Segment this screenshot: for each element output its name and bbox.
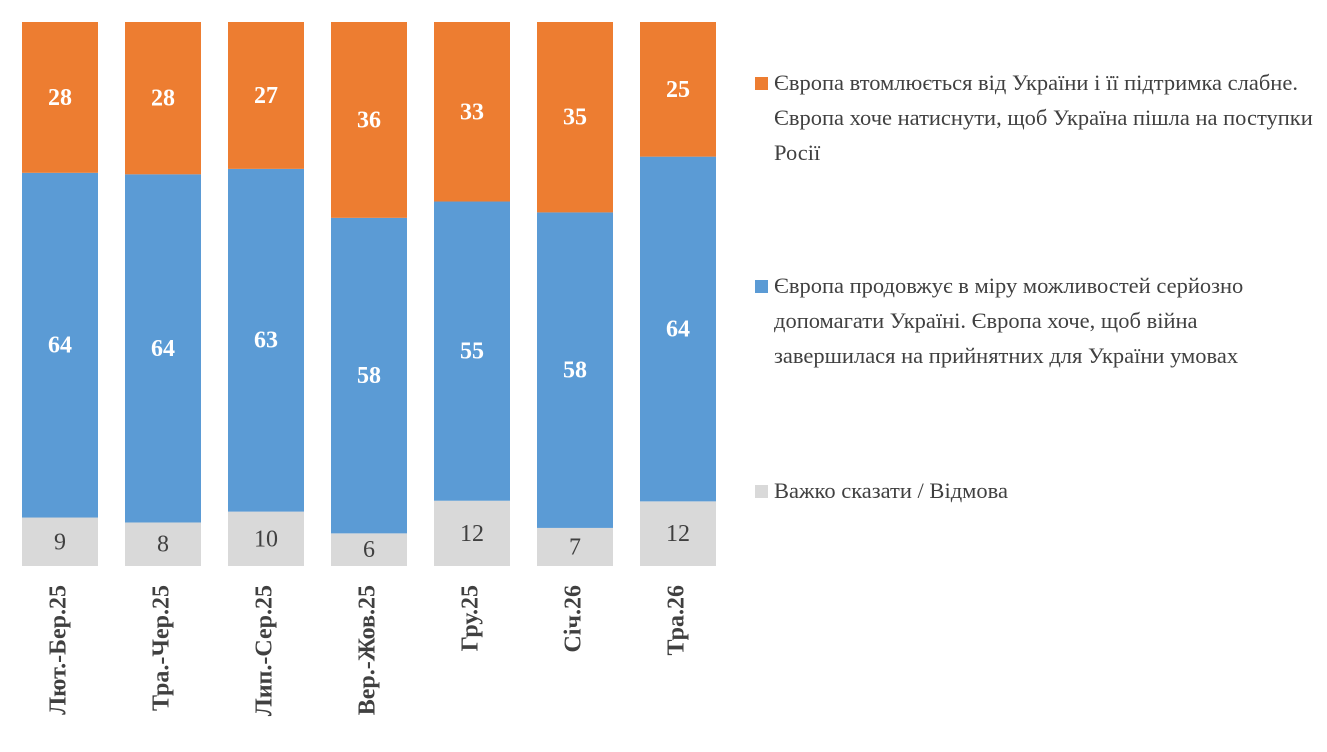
- legend-swatch: [755, 77, 768, 90]
- bar-segment: [434, 201, 510, 501]
- data-label: 6: [363, 537, 375, 563]
- x-tick-label: Лип.-Сер.25: [252, 585, 278, 716]
- bar-segment: [537, 22, 613, 213]
- legend-item: Європа втомлюється від України і її підт…: [755, 65, 1320, 170]
- bar-segment: [22, 172, 98, 518]
- x-tick-label: Гру.25: [458, 585, 484, 651]
- bar-segment: [640, 156, 716, 502]
- legend-item: Європа продовжує в міру можливостей серй…: [755, 268, 1320, 373]
- bar-segment: [22, 22, 98, 173]
- x-tick-label: Тра.-Чер.25: [149, 585, 175, 711]
- bar-segment: [434, 22, 510, 202]
- bar-segment: [22, 517, 98, 566]
- data-label: 7: [569, 534, 581, 560]
- bar-segment: [537, 212, 613, 528]
- data-label: 33: [460, 99, 484, 125]
- bar-segment: [331, 22, 407, 218]
- data-label: 64: [48, 333, 72, 359]
- legend-swatch: [755, 280, 768, 293]
- data-label: 25: [666, 77, 690, 103]
- bar-segment: [640, 22, 716, 157]
- bar-segment: [640, 501, 716, 566]
- bar-segment: [331, 533, 407, 566]
- data-label: 28: [151, 86, 175, 112]
- data-label: 64: [666, 317, 690, 343]
- legend-item: Важко сказати / Відмова: [755, 473, 1320, 508]
- data-label: 8: [157, 532, 169, 558]
- bar-segment: [434, 500, 510, 566]
- bar-segment: [228, 168, 304, 512]
- bar-segment: [537, 527, 613, 566]
- legend-label: Європа втомлюється від України і її підт…: [774, 70, 1313, 165]
- data-label: 58: [357, 363, 381, 389]
- data-label: 63: [254, 328, 278, 354]
- x-tick-label: Тра.26: [664, 585, 690, 655]
- data-label: 12: [666, 521, 690, 547]
- legend-swatch: [755, 485, 768, 498]
- data-label: 36: [357, 107, 381, 133]
- data-label: 64: [151, 336, 175, 362]
- bar-segment: [125, 22, 201, 175]
- data-label: 27: [254, 83, 278, 109]
- bar-segment: [228, 22, 304, 169]
- x-tick-label: Лют.-Бер.25: [46, 585, 72, 715]
- legend-label: Важко сказати / Відмова: [774, 478, 1008, 503]
- data-label: 28: [48, 85, 72, 111]
- x-tick-label: Січ.26: [561, 585, 587, 653]
- data-label: 35: [563, 105, 587, 131]
- bar-segment: [125, 174, 201, 523]
- x-tick-label: Вер.-Жов.25: [355, 585, 381, 715]
- data-label: 12: [460, 521, 484, 547]
- bar-segment: [125, 522, 201, 566]
- bar-segment: [228, 511, 304, 566]
- bar-segment: [331, 217, 407, 534]
- data-label: 55: [460, 339, 484, 365]
- data-label: 9: [54, 529, 66, 555]
- legend-label: Європа продовжує в міру можливостей серй…: [774, 273, 1244, 368]
- data-label: 58: [563, 358, 587, 384]
- data-label: 10: [254, 526, 278, 552]
